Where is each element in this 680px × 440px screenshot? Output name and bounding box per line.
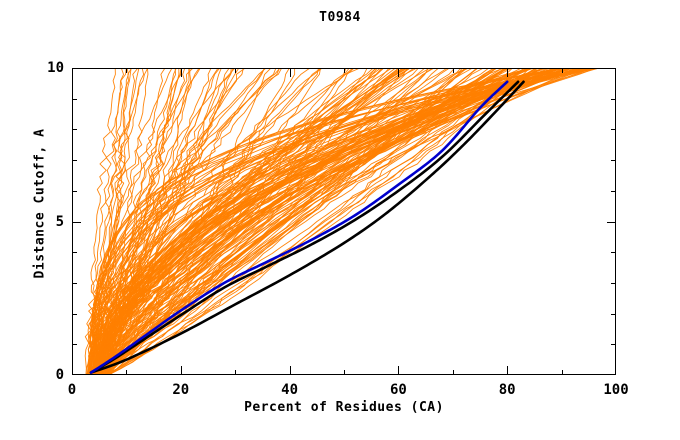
y-tick-label: 0 [55,367,64,383]
chart-canvas [72,68,616,375]
y-tick-label: 10 [47,60,64,76]
y-axis-title: Distance Cutoff, A [32,128,48,279]
x-axis-title: Percent of Residues (CA) [244,400,444,415]
chart-title: T0984 [319,10,361,25]
x-tick-label: 60 [389,382,407,398]
y-tick-label: 5 [55,213,64,230]
x-tick-label: 40 [281,382,299,398]
x-tick-label: 80 [498,382,516,398]
x-tick-label: 0 [67,382,77,398]
x-tick-label: 100 [603,382,629,398]
plot-area [72,68,616,375]
x-tick-label: 20 [172,382,190,398]
